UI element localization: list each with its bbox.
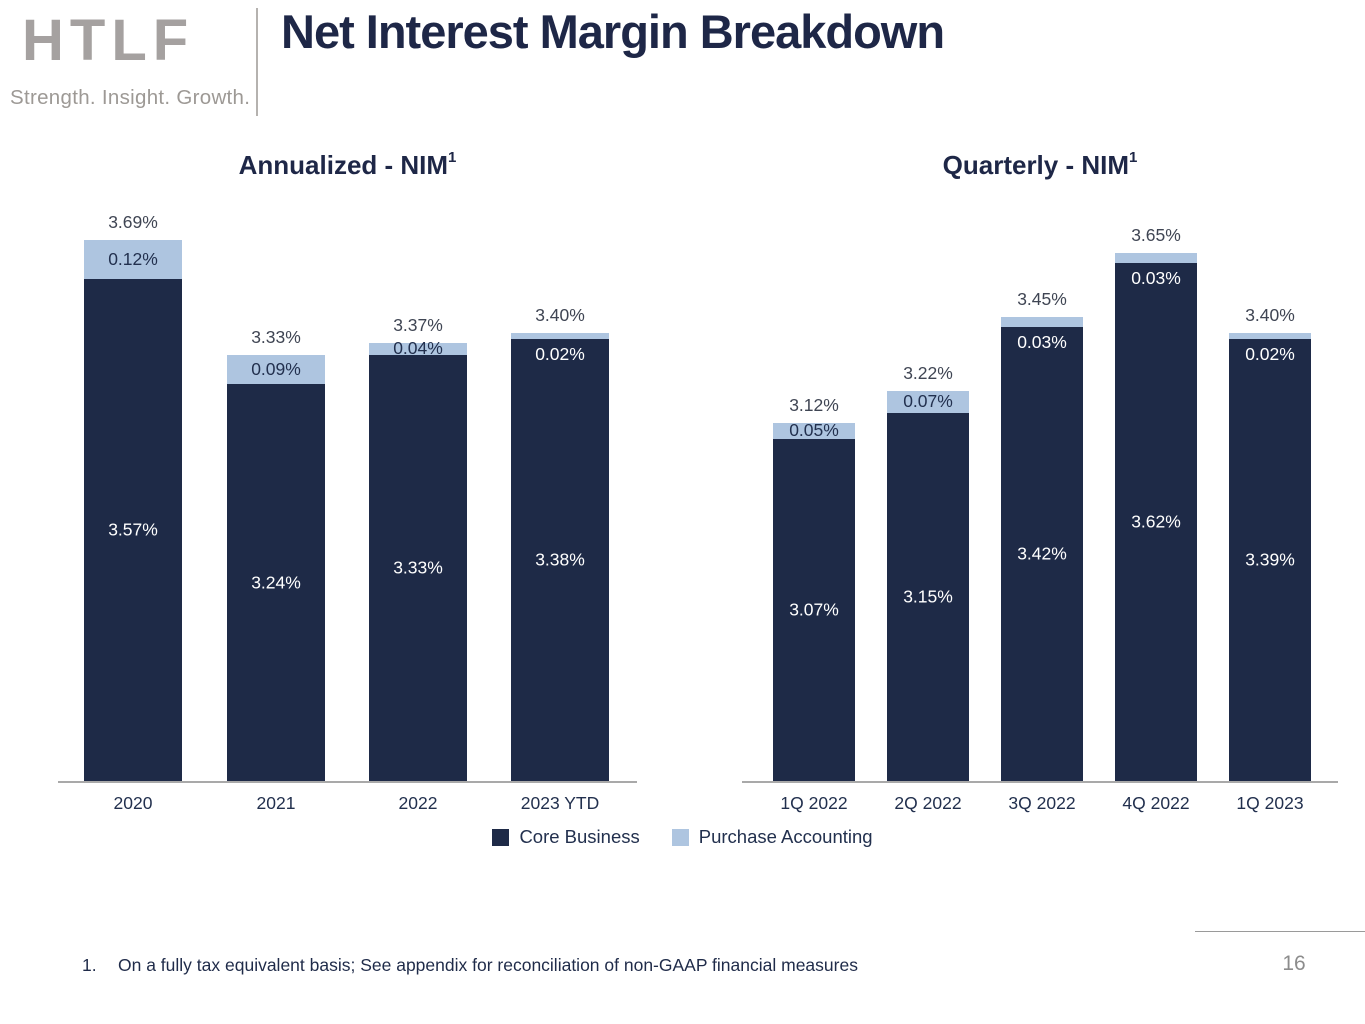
annualized-chart-title-text: Annualized - NIM — [238, 150, 449, 180]
core-business-label: 3.24% — [251, 572, 301, 593]
purchase-accounting-label: 0.12% — [108, 248, 158, 269]
x-axis-label: 4Q 2022 — [1122, 793, 1190, 813]
bar-3q-2022: 3.45% 0.03% 3.42% — [1001, 289, 1083, 781]
htlf-logo: HTLF — [22, 8, 195, 73]
total-label: 3.12% — [789, 394, 839, 415]
purchase-accounting-label: 0.07% — [903, 391, 953, 412]
purchase-accounting-segment: 0.04% — [369, 338, 467, 359]
annualized-title-superscript: 1 — [448, 149, 457, 167]
footnote-number: 1. — [82, 955, 97, 975]
page-number-divider — [1195, 931, 1365, 932]
x-axis-label: 2Q 2022 — [894, 793, 962, 813]
total-label: 3.65% — [1131, 225, 1181, 245]
purchase-accounting-label: 0.02% — [535, 344, 585, 365]
chart-legend: Core Business Purchase Accounting — [0, 826, 1365, 848]
page-number: 16 — [1282, 952, 1306, 975]
purchase-accounting-label: 0.04% — [393, 338, 443, 359]
total-label: 3.40% — [1245, 305, 1295, 325]
purchase-accounting-segment — [1115, 253, 1197, 263]
core-business-segment: 3.15% — [887, 413, 969, 781]
total-label: 3.40% — [535, 305, 585, 325]
x-axis-label: 3Q 2022 — [1008, 793, 1076, 813]
bar-1q-2022: 3.12% 0.05% 3.07% — [773, 395, 855, 781]
purchase-accounting-legend-label: Purchase Accounting — [698, 826, 873, 847]
purchase-accounting-label: 0.09% — [251, 359, 301, 380]
purchase-accounting-segment: 0.09% — [227, 355, 325, 385]
footnote-text: On a fully tax equivalent basis; See app… — [118, 955, 858, 975]
core-business-segment: 0.03% 3.42% — [1001, 326, 1083, 781]
page-title: Net Interest Margin Breakdown — [281, 5, 945, 58]
total-label: 3.45% — [1017, 289, 1067, 309]
core-business-label: 3.15% — [903, 586, 953, 607]
bar-2020: 3.69% 0.12% 3.57% — [84, 212, 182, 781]
header-divider — [256, 8, 258, 116]
total-label: 3.22% — [903, 362, 953, 383]
purchase-accounting-label: 0.03% — [1017, 331, 1067, 352]
core-business-label: 3.07% — [789, 599, 839, 620]
purchase-accounting-segment — [1001, 317, 1083, 327]
purchase-accounting-segment — [511, 333, 609, 340]
bar-2q-2022: 3.22% 0.07% 3.15% — [887, 363, 969, 781]
x-axis-label: 2022 — [398, 793, 438, 813]
purchase-accounting-label: 0.03% — [1131, 267, 1181, 288]
bar-2021: 3.33% 0.09% 3.24% — [227, 327, 325, 781]
annualized-chart-title: Annualized - NIM1 — [58, 149, 637, 181]
quarterly-chart-title-text: Quarterly - NIM — [942, 150, 1130, 180]
logo-tagline: Strength. Insight. Growth. — [10, 86, 251, 109]
annualized-chart-plot: 3.69% 0.12% 3.57% 2020 3.33% 0.09% 3.24% 2021 3.… — [58, 205, 637, 813]
core-business-segment: 0.03% 3.62% — [1115, 262, 1197, 781]
bar-2023-ytd: 3.40% 0.02% 3.38% — [511, 305, 609, 781]
bar-1q-2023: 3.40% 0.02% 3.39% — [1229, 305, 1311, 781]
core-business-label: 3.62% — [1131, 511, 1181, 532]
core-business-label: 3.39% — [1245, 549, 1295, 570]
core-business-label: 3.38% — [535, 549, 585, 570]
purchase-accounting-segment — [1229, 333, 1311, 340]
footnote: 1. On a fully tax equivalent basis; See … — [82, 955, 858, 976]
total-label: 3.69% — [108, 212, 158, 233]
core-business-label: 3.57% — [108, 519, 158, 540]
x-axis-label: 2020 — [113, 793, 153, 813]
core-business-swatch — [492, 828, 510, 846]
total-label: 3.33% — [251, 327, 301, 348]
bar-4q-2022: 3.65% 0.03% 3.62% — [1115, 225, 1197, 781]
x-axis-label: 1Q 2022 — [780, 793, 848, 813]
core-business-segment: 0.02% 3.38% — [511, 339, 609, 781]
purchase-accounting-segment: 0.12% — [84, 240, 182, 279]
x-axis-label: 2021 — [256, 793, 296, 813]
x-axis-label: 1Q 2023 — [1236, 793, 1304, 813]
purchase-accounting-segment: 0.05% — [773, 419, 855, 440]
purchase-accounting-segment: 0.07% — [887, 390, 969, 413]
core-business-legend-label: Core Business — [519, 826, 640, 847]
purchase-accounting-swatch — [671, 828, 689, 846]
quarterly-chart-plot: 3.12% 0.05% 3.07% 1Q 2022 3.22% 0.07% 3.15% 2Q … — [742, 205, 1338, 813]
total-label: 3.37% — [393, 314, 443, 335]
purchase-accounting-label: 0.05% — [789, 419, 839, 440]
quarterly-title-superscript: 1 — [1129, 149, 1138, 167]
core-business-segment: 0.02% 3.39% — [1229, 339, 1311, 781]
quarterly-chart-title: Quarterly - NIM1 — [742, 149, 1338, 181]
core-business-segment: 3.07% — [773, 438, 855, 781]
core-business-label: 3.33% — [393, 557, 443, 578]
core-business-label: 3.42% — [1017, 543, 1067, 564]
core-business-segment: 3.57% — [84, 278, 182, 781]
purchase-accounting-label: 0.02% — [1245, 344, 1295, 365]
x-axis-label: 2023 YTD — [520, 793, 600, 813]
bar-2022: 3.37% 0.04% 3.33% — [369, 315, 467, 781]
core-business-segment: 3.33% — [369, 355, 467, 781]
core-business-segment: 3.24% — [227, 384, 325, 781]
